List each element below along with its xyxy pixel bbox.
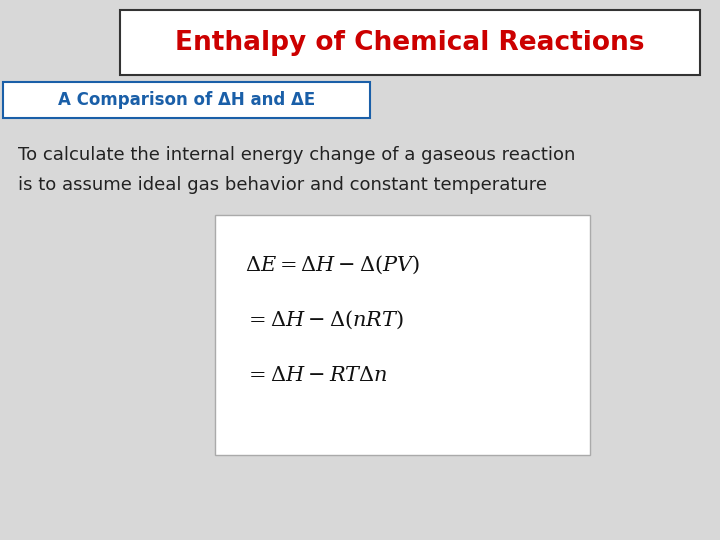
Text: $\Delta E = \Delta H - \Delta(PV)$: $\Delta E = \Delta H - \Delta(PV)$ (245, 254, 420, 276)
Text: $= \Delta H - \Delta(nRT)$: $= \Delta H - \Delta(nRT)$ (245, 309, 404, 331)
FancyBboxPatch shape (120, 10, 700, 75)
Text: A Comparison of ΔH and ΔE: A Comparison of ΔH and ΔE (58, 91, 315, 109)
FancyBboxPatch shape (3, 82, 370, 118)
Text: $= \Delta H - RT\Delta n$: $= \Delta H - RT\Delta n$ (245, 365, 388, 385)
Text: is to assume ideal gas behavior and constant temperature: is to assume ideal gas behavior and cons… (18, 176, 547, 194)
Text: Enthalpy of Chemical Reactions: Enthalpy of Chemical Reactions (175, 30, 644, 56)
FancyBboxPatch shape (215, 215, 590, 455)
Text: To calculate the internal energy change of a gaseous reaction: To calculate the internal energy change … (18, 146, 575, 164)
